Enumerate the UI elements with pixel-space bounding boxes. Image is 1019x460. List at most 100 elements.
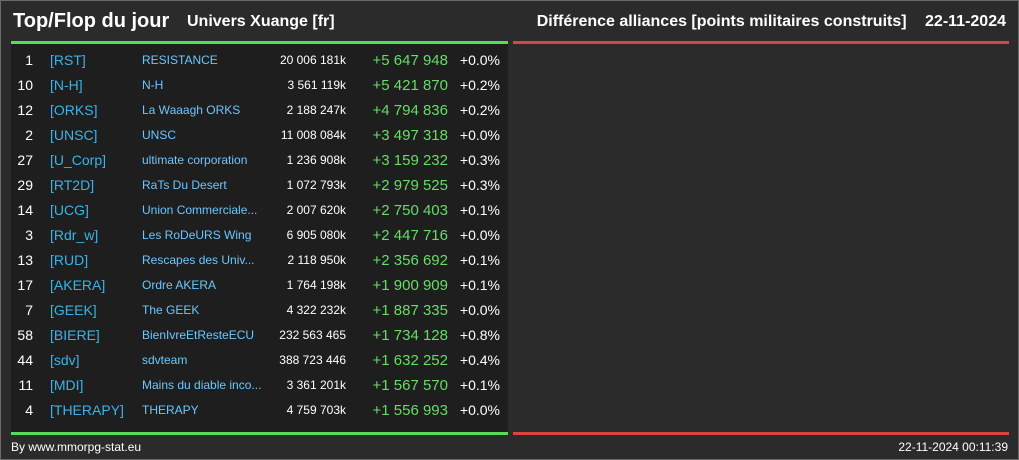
generated-timestamp: 22-11-2024 00:11:39 (898, 440, 1008, 454)
table-row: 1 [RST] RESISTANCE 20 006 181k +5 647 948 +0.… (11, 48, 508, 73)
rank-cell: 58 (17, 327, 33, 343)
alliance-name-link[interactable]: The GEEK (142, 303, 200, 317)
alliance-tag-link[interactable]: [N-H] (50, 77, 83, 93)
rank-cell: 27 (17, 152, 33, 168)
percent-cell: +0.8% (459, 327, 500, 343)
table-row: 3 [Rdr_w] Les RoDeURS Wing 6 905 080k +2 447… (11, 223, 508, 248)
difference-cell: +5 647 948 (372, 52, 449, 69)
percent-cell: +0.1% (459, 277, 500, 293)
percent-cell: +0.3% (459, 152, 500, 168)
top-list-panel: 1 [RST] RESISTANCE 20 006 181k +5 647 948 +0.… (11, 44, 508, 432)
ranking-title: Différence alliances [points militaires … (537, 13, 1006, 31)
points-cell: 388 723 446 (279, 353, 346, 367)
alliance-name-link[interactable]: Les RoDeURS Wing (142, 228, 252, 242)
points-cell: 3 561 119k (287, 78, 347, 92)
ranking-description: Différence alliances [points militaires … (536, 13, 907, 30)
alliance-name-link[interactable]: UNSC (142, 128, 177, 142)
alliance-name-link[interactable]: Union Commerciale... (142, 203, 258, 217)
alliance-name-link[interactable]: BienIvreEtResteECU (142, 328, 255, 342)
difference-cell: +1 632 252 (372, 352, 449, 369)
rank-cell: 14 (17, 202, 33, 218)
table-row: 7 [GEEK] The GEEK 4 322 232k +1 887 335 +0.0% (11, 298, 508, 323)
rank-cell: 3 (25, 227, 33, 243)
alliance-name-link[interactable]: Mains du diable inco... (142, 378, 262, 392)
table-row: 12 [ORKS] La Waaagh ORKS 2 188 247k +4 794 8… (11, 98, 508, 123)
alliance-name-link[interactable]: RaTs Du Desert (142, 178, 227, 192)
difference-cell: +5 421 870 (372, 77, 449, 94)
alliance-name-link[interactable]: sdvteam (142, 353, 188, 367)
alliance-tag-link[interactable]: [RUD] (50, 252, 89, 268)
percent-cell: +0.0% (459, 227, 500, 243)
difference-cell: +1 734 128 (372, 327, 449, 344)
rank-cell: 10 (17, 77, 33, 93)
percent-cell: +0.0% (459, 127, 500, 143)
points-cell: 3 361 201k (286, 378, 346, 392)
points-cell: 2 007 620k (286, 203, 346, 217)
percent-cell: +0.0% (459, 402, 500, 418)
table-row: 44 [sdv] sdvteam 388 723 446 +1 632 252 +0.4% (11, 348, 508, 373)
points-cell: 1 236 908k (286, 153, 346, 167)
flop-list-panel (513, 44, 1009, 432)
difference-cell: +4 794 836 (372, 102, 449, 119)
percent-cell: +0.1% (459, 252, 500, 268)
header: Top/Flop du jour Univers Xuange [fr] Dif… (1, 1, 1018, 41)
difference-cell: +3 159 232 (372, 152, 449, 169)
difference-cell: +1 567 570 (372, 377, 449, 394)
alliance-tag-link[interactable]: [ORKS] (50, 102, 98, 118)
percent-cell: +0.0% (459, 302, 500, 318)
alliance-tag-link[interactable]: [UCG] (50, 202, 89, 218)
rank-cell: 44 (17, 352, 33, 368)
points-cell: 11 008 084k (280, 128, 346, 142)
rank-cell: 29 (17, 177, 33, 193)
alliance-tag-link[interactable]: [UNSC] (50, 127, 98, 143)
percent-cell: +0.0% (459, 52, 500, 68)
points-cell: 20 006 181k (279, 53, 346, 67)
points-cell: 232 563 465 (279, 328, 346, 342)
alliance-name-link[interactable]: ultimate corporation (142, 153, 248, 167)
percent-cell: +0.2% (459, 77, 500, 93)
bottom-divider-green (11, 432, 508, 435)
table-row: 58 [BIERE] BienIvreEtResteECU 232 563 465 +1… (11, 323, 508, 348)
alliance-tag-link[interactable]: [BIERE] (50, 327, 100, 343)
table-row: 10 [N-H] N-H 3 561 119k +5 421 870 +0.2% (11, 73, 508, 98)
percent-cell: +0.2% (459, 102, 500, 118)
rank-cell: 12 (17, 102, 33, 118)
alliance-tag-link[interactable]: [MDI] (50, 377, 84, 393)
points-cell: 1 072 793k (286, 178, 346, 192)
page-title: Top/Flop du jour (13, 10, 170, 32)
alliance-name-link[interactable]: Rescapes des Univ... (142, 253, 255, 267)
top-divider-red (513, 41, 1009, 44)
points-cell: 2 118 950k (287, 253, 347, 267)
percent-cell: +0.3% (459, 177, 500, 193)
alliance-tag-link[interactable]: [U_Corp] (50, 152, 107, 168)
alliance-tag-link[interactable]: [Rdr_w] (50, 227, 99, 243)
difference-cell: +1 887 335 (372, 302, 449, 319)
table-row: 17 [AKERA] Ordre AKERA 1 764 198k +1 900 909… (11, 273, 508, 298)
alliance-tag-link[interactable]: [RST] (50, 52, 86, 68)
rank-cell: 7 (25, 302, 33, 318)
table-row: 29 [RT2D] RaTs Du Desert 1 072 793k +2 979 5… (11, 173, 508, 198)
difference-cell: +2 979 525 (372, 177, 449, 194)
alliance-name-link[interactable]: Ordre AKERA (142, 278, 217, 292)
alliance-name-link[interactable]: THERAPY (142, 403, 199, 417)
alliance-tag-link[interactable]: [GEEK] (50, 302, 97, 318)
site-credit: By www.mmorpg-stat.eu (11, 440, 142, 454)
percent-cell: +0.4% (459, 352, 500, 368)
table-row: 27 [U_Corp] ultimate corporation 1 236 908k… (11, 148, 508, 173)
alliance-tag-link[interactable]: [RT2D] (50, 177, 95, 193)
table-row: 2 [UNSC] UNSC 11 008 084k +3 497 318 +0.0% (11, 123, 508, 148)
alliance-name-link[interactable]: La Waaagh ORKS (142, 103, 241, 117)
rank-cell: 1 (25, 52, 33, 68)
alliance-name-link[interactable]: RESISTANCE (142, 53, 218, 67)
table-row: 4 [THERAPY] THERAPY 4 759 703k +1 556 993 +0.… (11, 398, 508, 423)
points-cell: 4 759 703k (286, 403, 346, 417)
alliance-tag-link[interactable]: [AKERA] (50, 277, 106, 293)
bottom-divider-red (513, 432, 1009, 435)
alliance-tag-link[interactable]: [THERAPY] (50, 402, 124, 418)
difference-cell: +2 356 692 (372, 252, 449, 269)
difference-cell: +1 900 909 (372, 277, 449, 294)
alliance-name-link[interactable]: N-H (142, 78, 164, 92)
difference-cell: +2 447 716 (372, 227, 449, 244)
alliance-tag-link[interactable]: [sdv] (50, 352, 80, 368)
